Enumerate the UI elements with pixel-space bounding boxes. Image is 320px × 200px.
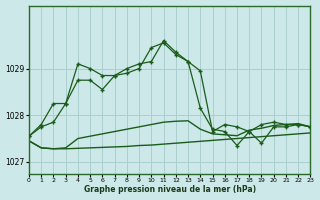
- X-axis label: Graphe pression niveau de la mer (hPa): Graphe pression niveau de la mer (hPa): [84, 185, 256, 194]
